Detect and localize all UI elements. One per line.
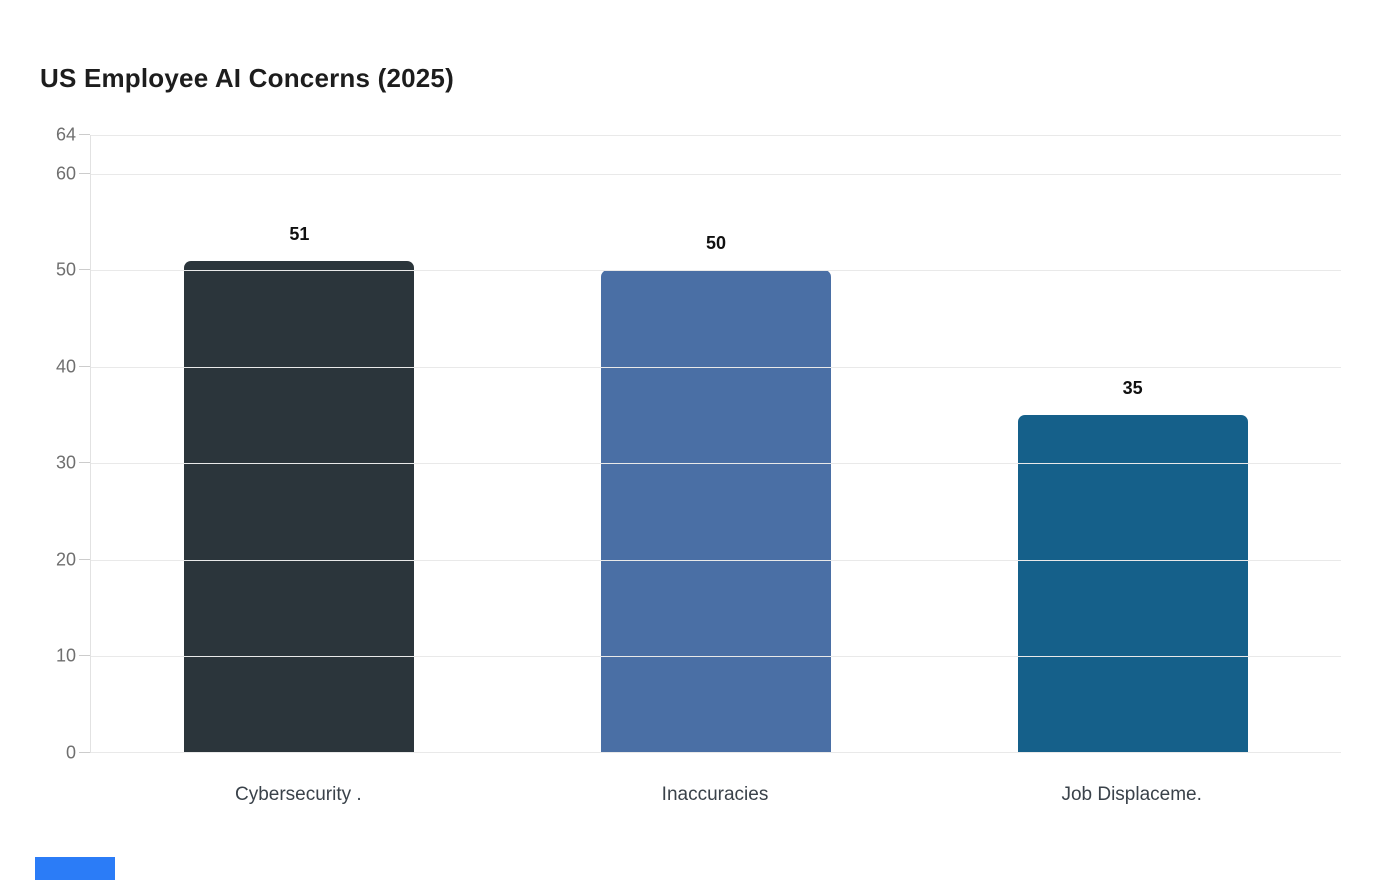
gridline: [91, 173, 1341, 175]
gridline: [91, 656, 1341, 658]
bar-slot: 50: [508, 135, 925, 753]
y-tick-label: 30: [55, 452, 76, 473]
bar-1[interactable]: [601, 270, 831, 753]
y-tick-label: 40: [55, 356, 76, 377]
y-tick-mark: [79, 365, 90, 367]
x-axis-labels: Cybersecurity . Inaccuracies Job Displacem…: [90, 784, 1340, 806]
y-tick-label: 60: [55, 163, 76, 184]
gridline: [91, 135, 1341, 136]
y-tick-mark: [79, 558, 90, 560]
y-tick-label: 20: [55, 549, 76, 570]
x-category-label: Cybersecurity .: [234, 784, 362, 805]
y-tick-mark: [79, 134, 90, 135]
bar-value-label: 50: [705, 233, 727, 254]
plot-area: 51 50 35: [79, 134, 1341, 753]
bar-slot: 35: [924, 135, 1341, 753]
gridline: [91, 463, 1341, 465]
gridline: [91, 752, 1341, 753]
x-category-label: Inaccuracies: [661, 784, 769, 805]
y-tick-label: 50: [55, 259, 76, 280]
y-tick-mark: [79, 462, 90, 464]
bottom-partial-element[interactable]: [35, 857, 115, 880]
y-tick-mark: [79, 172, 90, 174]
y-tick-mark: [79, 655, 90, 657]
chart-title: US Employee AI Concerns (2025): [40, 63, 454, 93]
bar-value-label: 51: [289, 223, 310, 244]
bar-2[interactable]: [1017, 415, 1248, 753]
bar-0[interactable]: [184, 260, 415, 753]
y-tick-label: 10: [55, 645, 76, 666]
y-tick-label: 64: [55, 124, 76, 145]
bar-value-label: 35: [1122, 378, 1143, 399]
y-tick-mark: [79, 752, 90, 753]
y-tick-label: 0: [65, 742, 76, 763]
gridline: [91, 270, 1341, 272]
x-category-label: Job Displaceme.: [1061, 784, 1202, 805]
bars-container: 51 50 35: [91, 135, 1341, 753]
gridline: [91, 366, 1341, 368]
bar-slot: 51: [91, 135, 508, 753]
y-axis: 0 10 20 30 40 50 60 64: [0, 125, 76, 763]
gridline: [91, 559, 1341, 561]
y-tick-mark: [79, 269, 90, 271]
